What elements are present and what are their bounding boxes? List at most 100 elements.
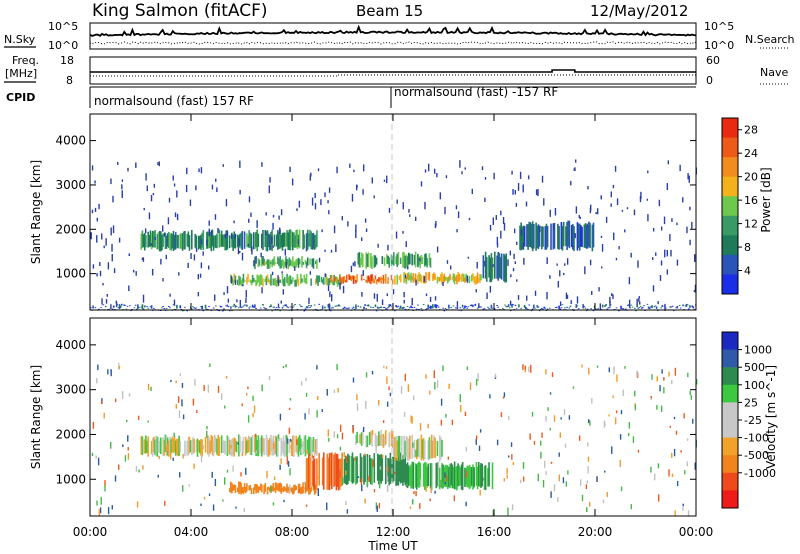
data-cell xyxy=(301,306,303,308)
scatter-cell xyxy=(680,450,682,453)
data-cell xyxy=(402,307,404,310)
scatter-cell xyxy=(477,373,479,382)
data-cell xyxy=(520,222,522,251)
y-tick-label: 1000 xyxy=(55,472,86,486)
data-cell xyxy=(228,235,231,249)
scatter-cell xyxy=(400,386,403,394)
data-cell xyxy=(397,305,400,307)
scatter-cell xyxy=(568,415,571,420)
data-cell xyxy=(546,308,549,310)
scatter-cell xyxy=(303,481,305,485)
data-cell xyxy=(304,259,307,265)
scatter-cell xyxy=(600,266,603,269)
scatter-cell xyxy=(91,165,94,171)
data-cell xyxy=(254,484,256,491)
noise-right-label: N.Search xyxy=(745,33,795,46)
data-cell xyxy=(573,310,575,312)
scatter-cell xyxy=(612,184,615,189)
data-cell xyxy=(150,232,153,250)
data-cell xyxy=(145,235,147,248)
scatter-cell xyxy=(396,199,398,204)
data-cell xyxy=(383,306,386,308)
scatter-cell xyxy=(288,407,291,410)
scatter-cell xyxy=(138,469,140,473)
data-cell xyxy=(195,307,198,309)
scatter-cell xyxy=(576,296,579,304)
scatter-cell xyxy=(245,298,247,303)
data-cell xyxy=(181,310,184,312)
data-cell xyxy=(461,461,464,491)
data-cell xyxy=(303,274,306,283)
scatter-cell xyxy=(392,289,395,295)
data-cell xyxy=(440,273,442,281)
data-cell xyxy=(499,257,502,279)
data-cell xyxy=(336,277,339,287)
data-cell xyxy=(223,308,225,310)
data-cell xyxy=(378,454,380,485)
data-cell xyxy=(428,271,431,281)
data-cell xyxy=(401,307,403,309)
data-cell xyxy=(605,303,607,306)
scatter-cell xyxy=(539,440,542,446)
data-cell xyxy=(627,304,629,306)
data-cell xyxy=(407,272,410,281)
data-cell xyxy=(293,262,295,269)
data-cell xyxy=(131,308,133,310)
scatter-cell xyxy=(478,303,480,308)
scatter-cell xyxy=(622,389,624,396)
data-cell xyxy=(90,307,92,309)
data-cell xyxy=(436,462,439,487)
data-cell xyxy=(430,463,433,491)
data-cell xyxy=(312,437,315,452)
scatter-cell xyxy=(333,225,336,234)
scatter-cell xyxy=(328,187,331,193)
scatter-cell xyxy=(615,257,618,261)
data-cell xyxy=(204,436,207,453)
data-cell xyxy=(396,440,399,461)
scatter-cell xyxy=(510,274,512,278)
scatter-cell xyxy=(151,268,154,276)
scatter-cell xyxy=(273,476,276,480)
data-cell xyxy=(153,231,155,248)
data-cell xyxy=(302,261,304,265)
scatter-cell xyxy=(142,465,144,470)
scatter-cell xyxy=(611,446,613,454)
data-cell xyxy=(248,230,250,248)
data-cell xyxy=(334,305,337,307)
data-cell xyxy=(391,456,394,483)
scatter-cell xyxy=(200,238,203,245)
data-cell xyxy=(435,462,438,489)
scatter-cell xyxy=(167,217,170,225)
data-cell xyxy=(399,305,402,309)
data-cell xyxy=(422,463,425,487)
data-cell xyxy=(246,304,248,307)
data-cell xyxy=(584,307,587,309)
data-cell xyxy=(149,230,152,248)
scatter-cell xyxy=(147,383,150,391)
data-cell xyxy=(314,308,317,310)
data-cell xyxy=(365,252,368,269)
data-cell xyxy=(464,305,466,309)
scatter-cell xyxy=(107,262,110,270)
data-cell xyxy=(448,276,450,282)
data-cell xyxy=(314,234,317,249)
data-cell xyxy=(141,230,144,248)
data-cell xyxy=(162,233,164,247)
data-cell xyxy=(689,305,691,308)
scatter-cell xyxy=(489,286,492,293)
data-cell xyxy=(531,221,534,252)
scatter-cell xyxy=(357,476,359,479)
scatter-cell xyxy=(114,475,117,482)
data-cell xyxy=(234,234,237,249)
data-cell xyxy=(249,279,252,283)
data-cell xyxy=(403,306,405,308)
data-cell xyxy=(309,487,311,495)
data-cell xyxy=(648,307,651,309)
data-cell xyxy=(247,273,249,283)
data-cell xyxy=(582,304,584,309)
scatter-cell xyxy=(146,185,149,192)
scatter-cell xyxy=(522,364,524,370)
scatter-cell xyxy=(316,475,319,480)
y-tick-label: 1000 xyxy=(55,267,86,281)
